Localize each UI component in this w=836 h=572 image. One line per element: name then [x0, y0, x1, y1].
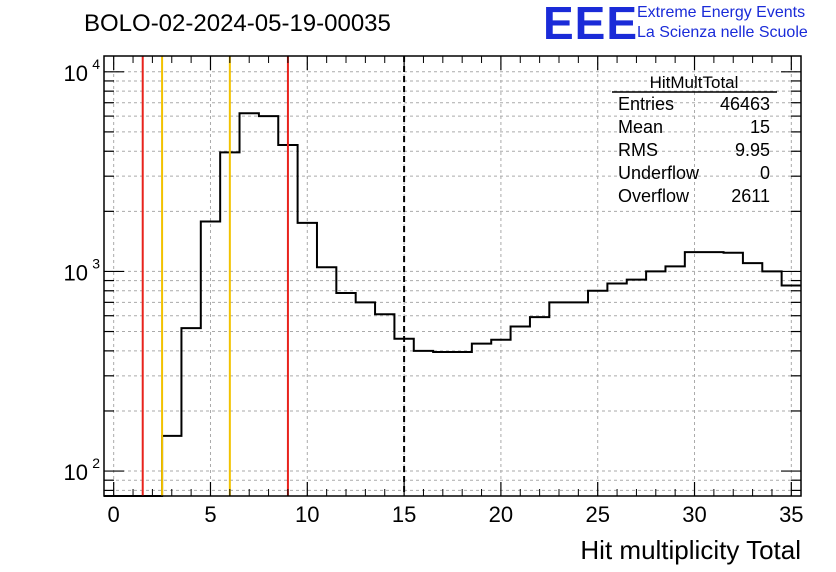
stats-box: HitMultTotal Entries 46463 Mean 15 RMS 9.95 Un…	[612, 73, 777, 206]
y-tick-exponent: 2	[92, 455, 100, 471]
histogram-bin	[414, 351, 433, 496]
histogram-bin	[336, 293, 355, 496]
histogram-series	[104, 112, 801, 497]
histogram-bin	[762, 271, 781, 496]
stats-label: RMS	[618, 140, 658, 160]
histogram-bin	[201, 221, 220, 496]
histogram-bin	[259, 116, 278, 496]
x-tick-label: 30	[682, 502, 706, 527]
stats-title: HitMultTotal	[650, 73, 739, 92]
x-tick-labels: 0 5 10 15 20 25 30 35	[108, 502, 804, 527]
y-tick-base: 10	[64, 260, 88, 285]
stats-value: 46463	[720, 94, 770, 114]
eee-logo-icon: EEE	[543, 0, 639, 49]
axis-ticks	[104, 56, 801, 496]
y-tick-exponent: 4	[92, 56, 100, 72]
x-tick-label: 10	[295, 502, 319, 527]
stats-label: Overflow	[618, 186, 690, 206]
histogram-bin	[549, 302, 568, 496]
stats-value: 2611	[731, 186, 770, 206]
histogram-bin	[588, 291, 607, 496]
histogram-bin	[530, 317, 549, 496]
histogram-bin	[665, 266, 684, 496]
plot-frame	[103, 55, 802, 497]
x-tick-label: 5	[204, 502, 216, 527]
histogram-bin	[375, 314, 394, 496]
y-tick-label: 10 4	[64, 56, 101, 86]
x-tick-label: 35	[779, 502, 803, 527]
x-tick-label: 20	[489, 502, 513, 527]
stats-value: 15	[750, 117, 770, 137]
histogram-bin	[453, 352, 472, 496]
histogram-bin	[743, 263, 762, 496]
histogram-bin	[181, 328, 200, 496]
y-tick-label: 10 2	[64, 455, 101, 485]
chart-title: BOLO-02-2024-05-19-00035	[84, 10, 391, 37]
histogram-bin	[240, 113, 259, 496]
stats-value: 9.95	[735, 140, 770, 160]
x-tick-label: 15	[392, 502, 416, 527]
histogram-bin	[704, 252, 723, 496]
y-tick-base: 10	[64, 460, 88, 485]
histogram-bin	[569, 302, 588, 496]
histogram-bin	[724, 253, 743, 496]
x-axis-label: Hit multiplicity Total	[580, 535, 801, 565]
marker-lines	[141, 56, 406, 496]
histogram-bin	[782, 286, 801, 496]
histogram-bin	[685, 252, 704, 496]
histogram-bin	[607, 284, 626, 496]
histogram-line	[104, 112, 801, 497]
x-tick-label: 0	[108, 502, 120, 527]
logo-line-2: La Scienza nelle Scuole	[637, 24, 808, 41]
stats-value: 0	[760, 163, 770, 183]
stats-label: Underflow	[618, 163, 700, 183]
histogram-bin	[646, 271, 665, 496]
histogram-bin	[317, 267, 336, 496]
histogram-bin	[472, 344, 491, 496]
logo-line-1: Extreme Energy Events	[637, 4, 806, 21]
histogram-bin	[491, 340, 510, 496]
histogram-bin	[511, 326, 530, 496]
y-tick-exponent: 3	[92, 255, 100, 271]
y-tick-label: 10 3	[64, 255, 101, 285]
histogram-bin	[356, 302, 375, 496]
stats-label: Mean	[618, 117, 663, 137]
histogram-bin	[162, 436, 181, 496]
stats-rows: Entries 46463 Mean 15 RMS 9.95 Underflow 0 Overf…	[618, 94, 770, 206]
histogram-bin	[627, 280, 646, 496]
stats-label: Entries	[618, 94, 674, 114]
y-tick-base: 10	[64, 61, 88, 86]
x-tick-label: 25	[585, 502, 609, 527]
histogram-bin	[298, 223, 317, 496]
histogram-bin	[433, 352, 452, 496]
